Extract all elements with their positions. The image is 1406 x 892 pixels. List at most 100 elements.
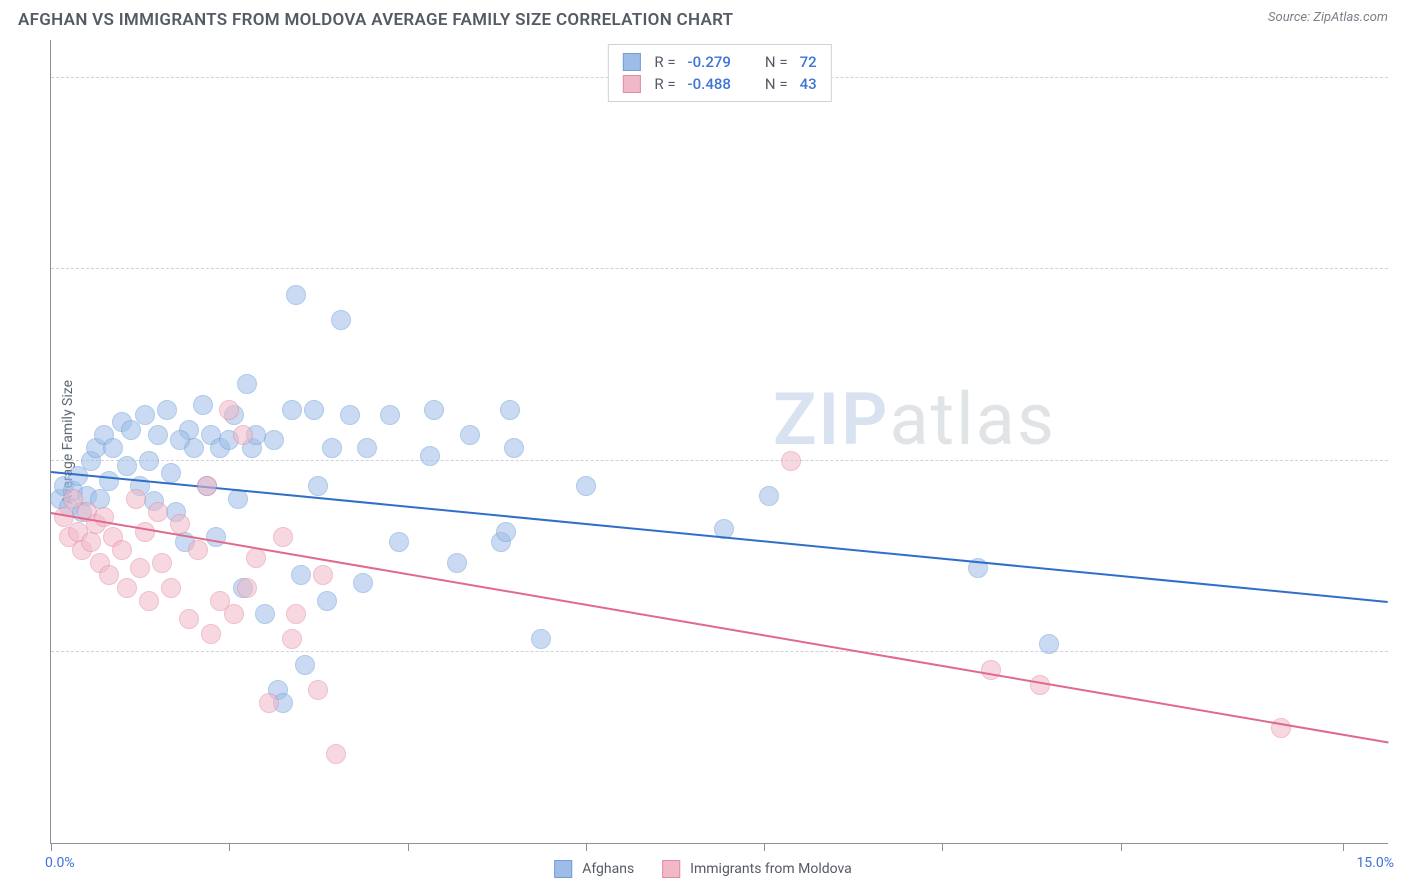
- scatter-point-moldova: [188, 540, 208, 560]
- scatter-point-moldova: [781, 451, 801, 471]
- legend-bottom: Afghans Immigrants from Moldova: [554, 860, 852, 878]
- x-tick-label-max: 15.0%: [1356, 855, 1394, 871]
- scatter-point-afghans: [340, 405, 360, 425]
- legend-stats-row-moldova: R = -0.488 N = 43: [622, 73, 816, 95]
- legend-swatch-afghans: [622, 53, 640, 71]
- watermark-zip: ZIP: [773, 377, 889, 462]
- scatter-point-moldova: [135, 522, 155, 542]
- scatter-point-moldova: [313, 565, 333, 585]
- x-tick: [586, 843, 587, 851]
- scatter-point-afghans: [424, 400, 444, 420]
- x-tick: [1121, 843, 1122, 851]
- scatter-point-afghans: [99, 471, 119, 491]
- scatter-point-afghans: [420, 446, 440, 466]
- scatter-point-afghans: [1039, 634, 1059, 654]
- watermark-atlas: atlas: [889, 377, 1056, 462]
- x-tick: [1343, 843, 1344, 851]
- scatter-point-afghans: [206, 527, 226, 547]
- scatter-point-moldova: [170, 514, 190, 534]
- scatter-point-afghans: [103, 438, 123, 458]
- legend-stats-box: R = -0.279 N = 72 R = -0.488 N = 43: [607, 44, 831, 102]
- scatter-point-moldova: [99, 565, 119, 585]
- trend-line-moldova: [51, 512, 1388, 743]
- scatter-point-afghans: [148, 425, 168, 445]
- watermark: ZIPatlas: [773, 377, 1056, 462]
- chart-container: Average Family Size ZIPatlas R = -0.279 …: [50, 40, 1388, 844]
- scatter-point-afghans: [170, 430, 190, 450]
- scatter-point-moldova: [112, 540, 132, 560]
- scatter-point-moldova: [308, 680, 328, 700]
- legend-R-label: R =: [654, 53, 675, 71]
- scatter-point-afghans: [447, 553, 467, 573]
- legend-R-value-afghans: -0.279: [688, 53, 731, 71]
- scatter-point-afghans: [282, 400, 302, 420]
- scatter-point-moldova: [237, 578, 257, 598]
- scatter-point-afghans: [193, 395, 213, 415]
- scatter-point-afghans: [389, 532, 409, 552]
- scatter-point-afghans: [317, 591, 337, 611]
- scatter-point-moldova: [179, 609, 199, 629]
- scatter-point-moldova: [286, 604, 306, 624]
- scatter-point-moldova: [161, 578, 181, 598]
- legend-N-value-afghans: 72: [800, 53, 817, 71]
- scatter-point-moldova: [282, 629, 302, 649]
- scatter-point-afghans: [135, 405, 155, 425]
- scatter-point-moldova: [197, 476, 217, 496]
- scatter-point-afghans: [291, 565, 311, 585]
- scatter-point-afghans: [157, 400, 177, 420]
- legend-swatch-afghans: [554, 860, 572, 878]
- legend-item-moldova: Immigrants from Moldova: [662, 860, 852, 878]
- legend-R-label: R =: [654, 75, 675, 93]
- legend-item-afghans: Afghans: [554, 860, 634, 878]
- scatter-point-moldova: [81, 532, 101, 552]
- scatter-point-moldova: [224, 604, 244, 624]
- scatter-point-moldova: [233, 425, 253, 445]
- scatter-point-afghans: [353, 573, 373, 593]
- scatter-point-moldova: [259, 693, 279, 713]
- x-tick: [51, 843, 52, 851]
- scatter-point-afghans: [322, 438, 342, 458]
- grid-line: [51, 651, 1388, 652]
- scatter-point-afghans: [161, 463, 181, 483]
- legend-swatch-moldova: [662, 860, 680, 878]
- plot-area: ZIPatlas R = -0.279 N = 72 R = -0.488 N …: [50, 40, 1388, 844]
- scatter-point-afghans: [380, 405, 400, 425]
- scatter-point-afghans: [357, 438, 377, 458]
- x-tick: [229, 843, 230, 851]
- scatter-point-moldova: [139, 591, 159, 611]
- scatter-point-afghans: [759, 486, 779, 506]
- scatter-point-afghans: [308, 476, 328, 496]
- scatter-point-moldova: [219, 400, 239, 420]
- scatter-point-afghans: [460, 425, 480, 445]
- scatter-point-afghans: [576, 476, 596, 496]
- scatter-point-afghans: [295, 655, 315, 675]
- scatter-point-moldova: [201, 624, 221, 644]
- scatter-point-afghans: [531, 629, 551, 649]
- chart-title: AFGHAN VS IMMIGRANTS FROM MOLDOVA AVERAG…: [18, 10, 733, 30]
- scatter-point-afghans: [264, 430, 284, 450]
- source-attribution: Source: ZipAtlas.com: [1268, 10, 1388, 25]
- scatter-point-moldova: [126, 489, 146, 509]
- x-tick: [408, 843, 409, 851]
- scatter-point-afghans: [286, 285, 306, 305]
- scatter-point-afghans: [504, 438, 524, 458]
- x-tick: [764, 843, 765, 851]
- legend-R-value-moldova: -0.488: [688, 75, 731, 93]
- legend-N-value-moldova: 43: [800, 75, 817, 93]
- scatter-point-moldova: [273, 527, 293, 547]
- scatter-point-moldova: [130, 558, 150, 578]
- legend-stats-row-afghans: R = -0.279 N = 72: [622, 51, 816, 73]
- x-tick: [942, 843, 943, 851]
- scatter-point-afghans: [237, 374, 257, 394]
- scatter-point-moldova: [117, 578, 137, 598]
- scatter-point-afghans: [304, 400, 324, 420]
- scatter-point-afghans: [331, 310, 351, 330]
- scatter-point-afghans: [139, 451, 159, 471]
- legend-N-label: N =: [765, 53, 788, 71]
- scatter-point-afghans: [496, 522, 516, 542]
- scatter-point-moldova: [326, 744, 346, 764]
- grid-line: [51, 268, 1388, 269]
- scatter-point-moldova: [148, 502, 168, 522]
- legend-N-label: N =: [765, 75, 788, 93]
- scatter-point-afghans: [117, 456, 137, 476]
